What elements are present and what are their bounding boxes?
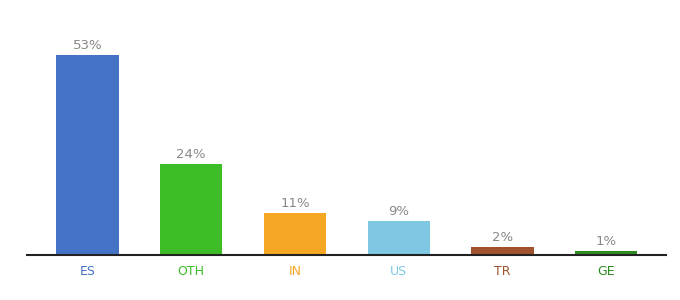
Bar <box>160 164 222 255</box>
Text: 9%: 9% <box>388 205 409 218</box>
Text: 11%: 11% <box>280 197 309 211</box>
Bar <box>368 221 430 255</box>
Bar <box>575 251 637 255</box>
Text: 1%: 1% <box>596 235 617 248</box>
Text: 2%: 2% <box>492 231 513 244</box>
Bar <box>264 214 326 255</box>
Text: 24%: 24% <box>176 148 206 161</box>
Bar <box>56 55 118 255</box>
Text: 53%: 53% <box>73 39 102 52</box>
Bar <box>471 248 534 255</box>
